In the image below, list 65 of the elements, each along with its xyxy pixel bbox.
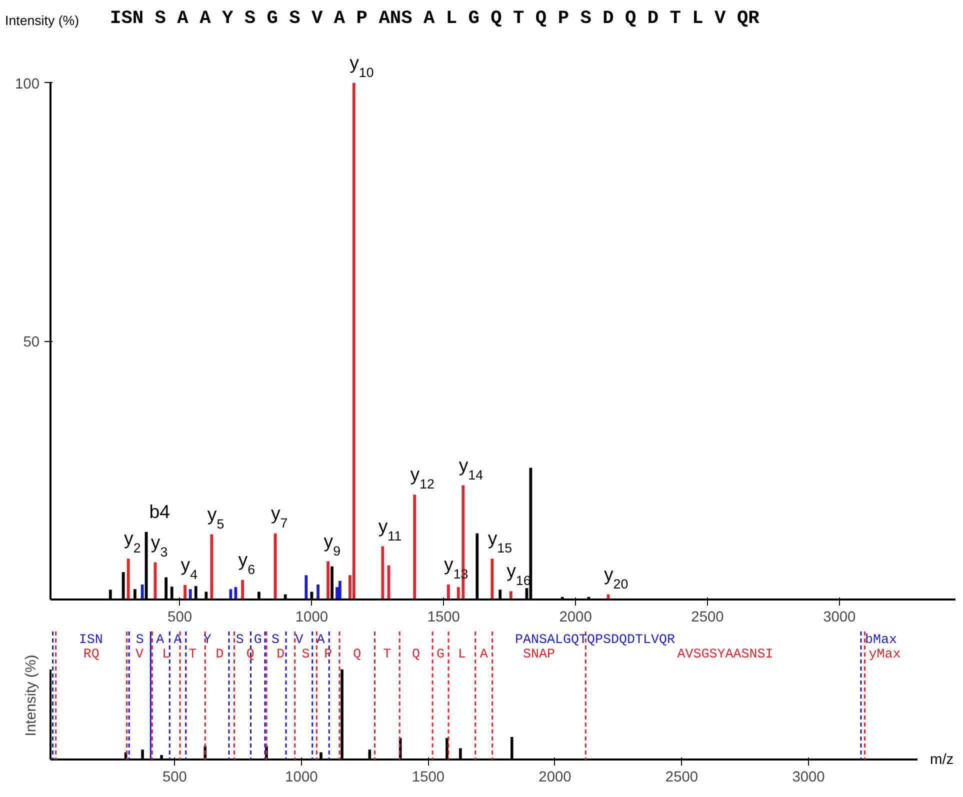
ref-line-label: D (276, 647, 285, 662)
y-tick-label: 50 (23, 334, 40, 350)
ref-line-label: PANSALGQTQPSDQDTLVQR (515, 632, 676, 648)
ref-line-label: D (216, 647, 224, 662)
ref-line-label: Y (203, 632, 212, 648)
x-tick-label: 500 (162, 769, 187, 786)
y-axis-title: Intensity (%) (24, 654, 40, 736)
ref-line-label: ISN (78, 632, 103, 648)
x-tick-label: 1500 (427, 609, 460, 626)
ref-line-label: T (188, 647, 197, 662)
x-tick-label: 3000 (823, 609, 856, 626)
bar (304, 574, 308, 600)
x-tick-label: 2000 (559, 609, 592, 626)
ref-line-label: L (458, 647, 466, 662)
x-tick-label: 1000 (295, 609, 328, 626)
annotation: b4 (149, 500, 170, 522)
ref-line-label: S (271, 632, 280, 648)
ref-line-label: A (480, 647, 488, 662)
x-tick-label: 2500 (691, 609, 724, 626)
ref-line-label: L (162, 647, 170, 662)
bar (509, 590, 512, 600)
x-tick-label: 1500 (412, 769, 445, 786)
x-tick-label: 2500 (665, 769, 698, 786)
bar (140, 584, 144, 600)
bar (352, 82, 356, 600)
ref-line-label: AVSGSYAASNSI (677, 647, 774, 662)
ref-line-label: P (324, 647, 332, 662)
bar (326, 560, 330, 600)
bar (274, 533, 277, 600)
x-tick-label: 500 (168, 609, 192, 626)
bar (381, 546, 384, 600)
x-axis-title: m/z (930, 750, 954, 770)
bar (241, 580, 244, 600)
bar (446, 584, 450, 600)
ref-line-label: T (383, 647, 392, 662)
y-axis-title: Intensity (%) (5, 12, 80, 30)
text: bMax (864, 632, 897, 648)
ref-line-label: A (174, 632, 182, 648)
ref-line-label: S (302, 647, 310, 662)
bar (188, 588, 192, 600)
bar (413, 494, 416, 600)
x-tick-label: 1000 (285, 769, 318, 786)
x-tick-label: 2000 (538, 769, 572, 786)
ref-line-label: G (254, 632, 262, 648)
ref-line-label: SNAP (523, 647, 556, 662)
bar (316, 584, 320, 600)
ref-line-label: S (136, 632, 144, 648)
bar (126, 558, 130, 600)
bar (490, 558, 494, 600)
text: yMax (868, 647, 901, 662)
ref-line-label: RQ (83, 647, 100, 662)
ref-line-label: Q (412, 647, 420, 662)
ref-line-label: V (135, 647, 144, 662)
ref-line-label: S (236, 632, 244, 648)
ref-line-label: G (436, 647, 445, 662)
x-tick-label: 3000 (792, 769, 825, 786)
bar (184, 584, 187, 600)
y-tick-label: 100 (15, 76, 40, 92)
chart-title: ISN S A A Y S G S V A P ANS A L G Q T Q P S D Q D T L V QR (110, 6, 760, 31)
ref-line-label: Q (246, 647, 254, 662)
ref-line-label: V (295, 632, 304, 648)
ref-line-label: A (316, 632, 325, 648)
bar (338, 580, 342, 600)
ref-line-label: Q (353, 647, 362, 662)
ref-line-label: A (156, 632, 164, 648)
